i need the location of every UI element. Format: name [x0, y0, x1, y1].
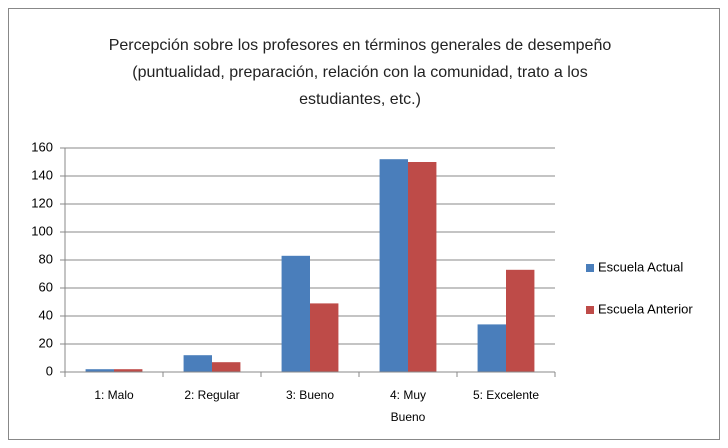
chart-border [8, 8, 720, 440]
bar [85, 369, 114, 372]
y-tick-label: 60 [39, 279, 53, 294]
bar [310, 303, 339, 372]
x-tick-label: 2: Regular [184, 388, 240, 402]
y-tick-label: 0 [46, 363, 53, 378]
bar [477, 324, 506, 372]
bar [379, 159, 408, 372]
bar [281, 255, 310, 372]
chart-title: Percepción sobre los profesores en térmi… [108, 37, 612, 108]
y-tick-label: 40 [39, 307, 53, 322]
bar [408, 162, 437, 372]
legend-label: Escuela Actual [598, 259, 683, 274]
bar [506, 269, 535, 372]
x-tick-label: 1: Malo [94, 388, 134, 402]
legend-swatch [586, 306, 594, 314]
legend-swatch [586, 264, 594, 272]
y-tick-label: 160 [31, 139, 53, 154]
y-tick-label: 100 [31, 223, 53, 238]
bar [114, 369, 143, 372]
y-tick-label: 20 [39, 335, 53, 350]
y-tick-label: 140 [31, 167, 53, 182]
bar [212, 362, 241, 372]
bar [183, 355, 212, 372]
y-tick-label: 80 [39, 251, 53, 266]
x-tick-label: 3: Bueno [285, 388, 335, 402]
y-tick-label: 120 [31, 195, 53, 210]
legend-label: Escuela Anterior [598, 301, 693, 316]
x-tick-label: 4: Muy Bueno [389, 388, 426, 424]
x-tick-label: 5: Excelente [472, 388, 540, 402]
